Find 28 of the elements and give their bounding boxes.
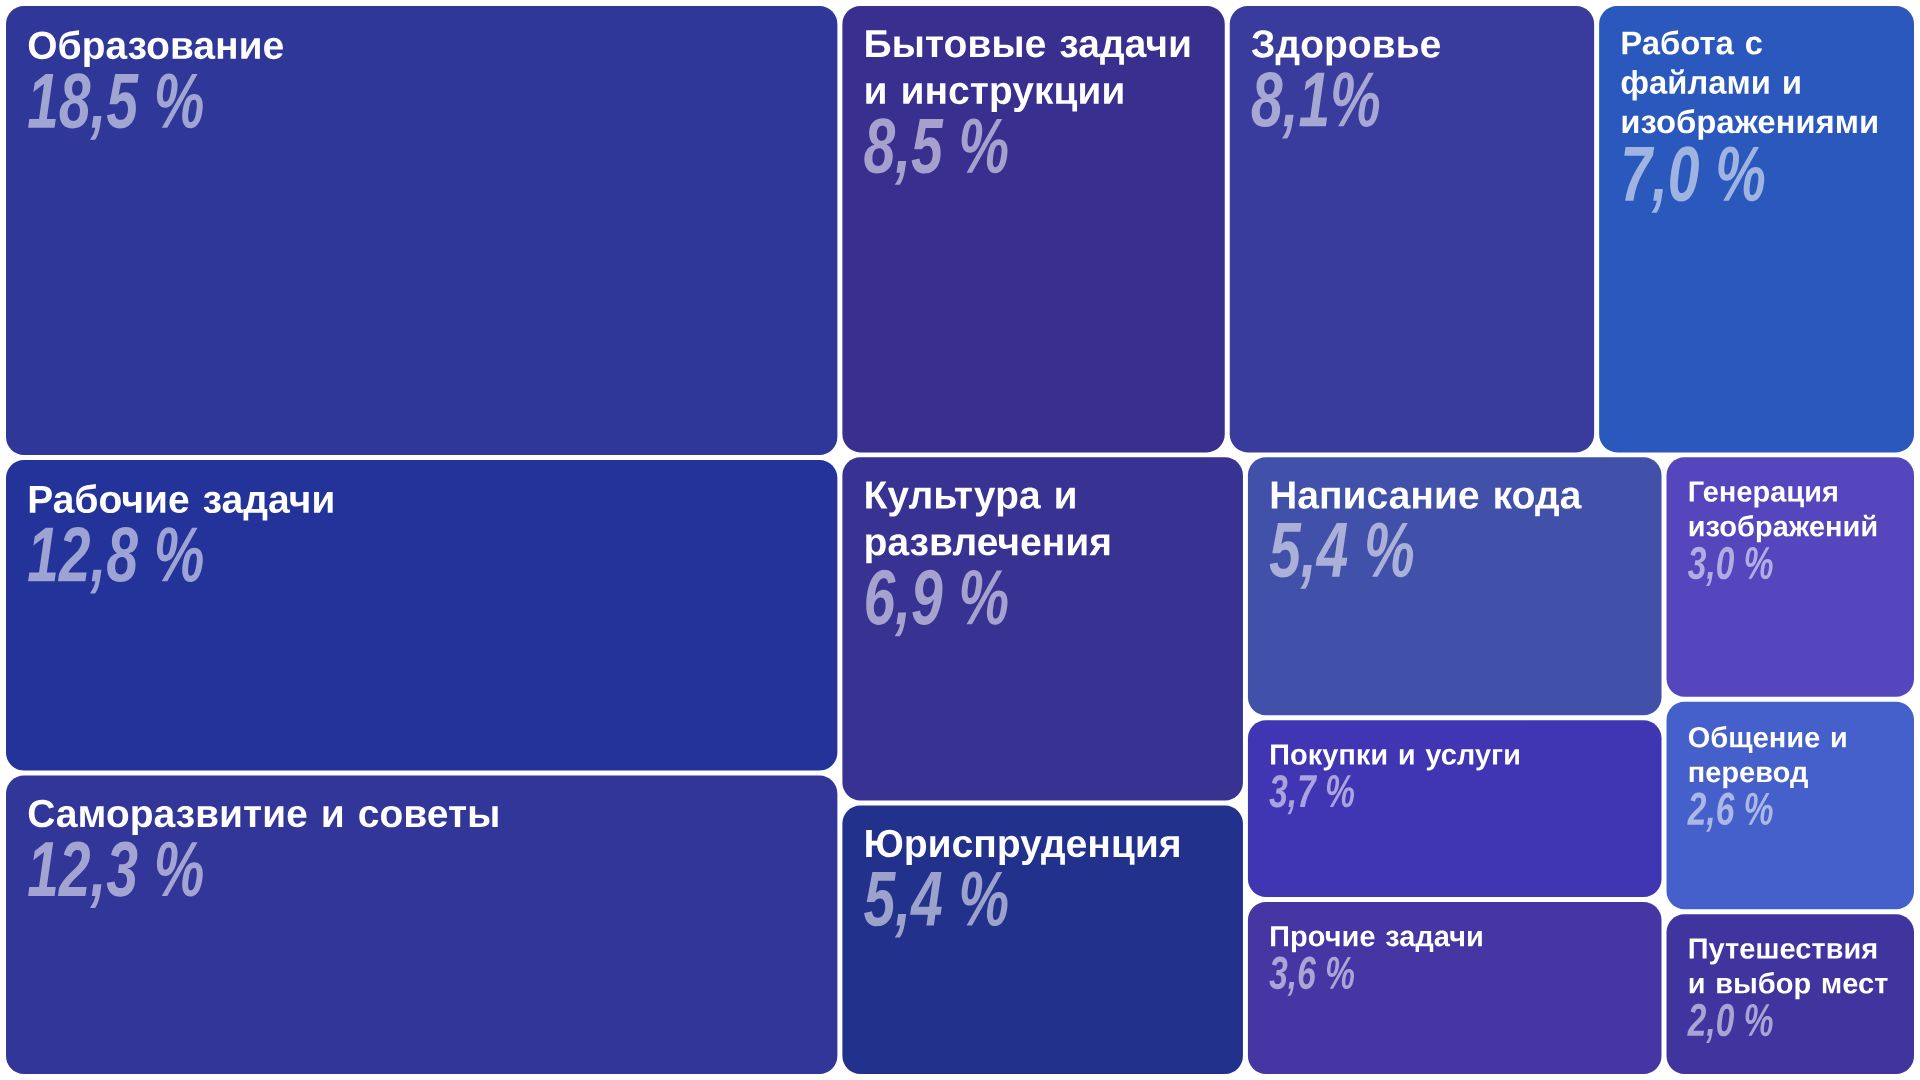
category-label: Образование	[28, 30, 283, 67]
data-label: 6,9 %	[866, 569, 1008, 637]
category-label: Культура и развлечения	[866, 481, 1110, 564]
data-label: 3,0 %	[1687, 546, 1773, 586]
category-label: Покупки и услуги	[1271, 744, 1519, 771]
data-label: 8,1%	[1251, 71, 1380, 139]
data-label: 3,6 %	[1269, 956, 1355, 996]
category-label: Написание кода	[1271, 481, 1582, 517]
category-label: Генерация изображений	[1689, 481, 1877, 543]
category-label: Общение и перевод	[1688, 726, 1846, 789]
data-label: 2,0 %	[1687, 1003, 1773, 1043]
category-label: Здоровье	[1251, 30, 1440, 66]
data-label: 5,4 %	[864, 871, 1008, 938]
category-label: Саморазвитие и советы	[28, 799, 498, 836]
category-label: Рабочие задачи	[29, 484, 333, 521]
category-label: Путешествия и выбор мест	[1689, 938, 1888, 1000]
data-label: 7,0 %	[1624, 146, 1765, 213]
data-label: 3,7 %	[1269, 774, 1355, 815]
category-label: Юриспруденция	[866, 829, 1179, 866]
category-label: Бытовые задачи и инструкции	[866, 30, 1190, 112]
data-label: 18,5 %	[28, 73, 203, 140]
data-label: 12,8 %	[28, 526, 203, 594]
data-label: 12,3 %	[28, 841, 203, 908]
data-label: 5,4 %	[1269, 522, 1414, 589]
category-label: Прочие задачи	[1271, 926, 1482, 953]
data-label: 2,6 %	[1687, 792, 1773, 832]
data-label: 8,5 %	[864, 118, 1008, 185]
category-label: Работа с файлами и изображениями	[1621, 30, 1877, 140]
